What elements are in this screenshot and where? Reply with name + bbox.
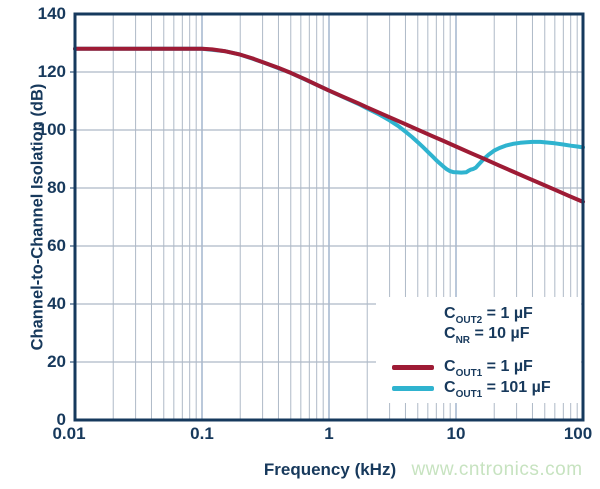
legend: COUT2 = 1 µF CNR = 10 µF COUT1 = 1 µF CO… [376,297,581,403]
x-tick-label: 100 [563,424,593,443]
y-tick-label: 120 [37,62,66,81]
y-tick-label: 80 [47,178,66,197]
legend-swatch-cout1-1uf [392,365,434,370]
watermark: www.cntronics.com [411,459,583,480]
x-tick-label: 0.01 [52,424,86,443]
legend-series-row: COUT1 = 101 µF [376,378,581,400]
y-tick-label: 20 [47,352,66,371]
legend-label-cout1-1uf: COUT1 = 1 µF [444,358,533,380]
y-tick-label: 40 [47,294,66,313]
y-tick-label: 60 [47,236,66,255]
series-line-cout1-1uf [73,46,585,204]
legend-series-row: COUT1 = 1 µF [376,357,581,379]
x-tick-label: 1 [324,424,334,443]
x-tick-label: 10 [446,424,466,443]
y-tick-label: 140 [37,4,66,23]
legend-swatch-cout1-101uf [392,386,434,391]
annotation-cnr: CNR = 10 µF [444,325,530,347]
y-tick-label: 100 [37,120,66,139]
x-axis-title: Frequency (kHz) [263,460,397,479]
y-tick-label: 0 [56,410,66,429]
legend-annotation-row: COUT2 = 1 µF [376,304,581,326]
legend-annotation-row: CNR = 10 µF [376,324,581,346]
x-tick-label: 0.1 [190,424,214,443]
annotation-cout2: COUT2 = 1 µF [444,305,533,327]
legend-label-cout1-101uf: COUT1 = 101 µF [444,379,551,401]
plot-frame [73,12,585,422]
